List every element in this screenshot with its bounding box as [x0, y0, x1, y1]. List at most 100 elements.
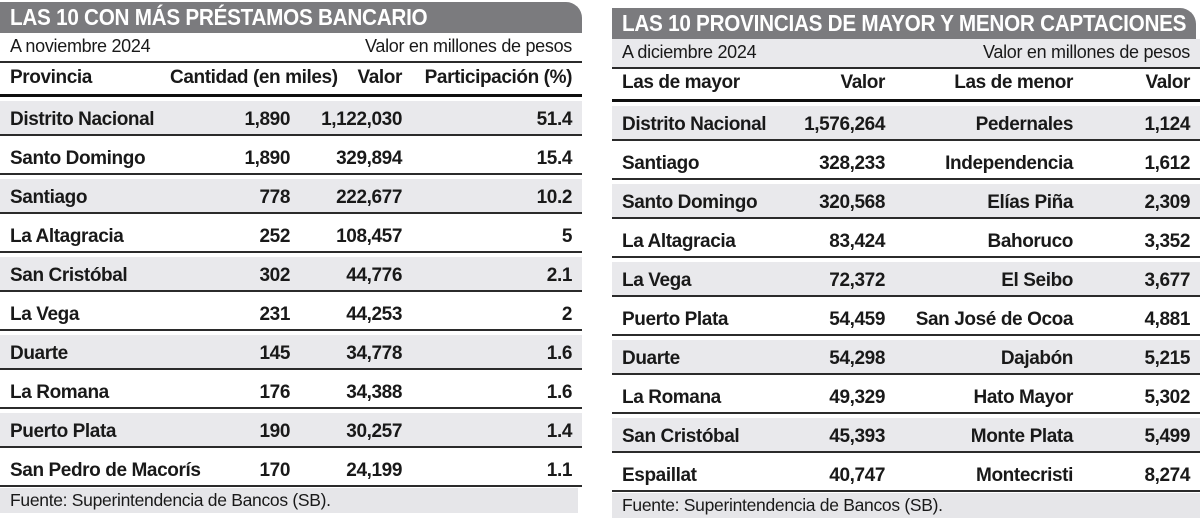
table-row: San Cristóbal 302 44,776 2.1	[0, 257, 582, 292]
table-cell: Santo Domingo	[622, 192, 758, 213]
table-cell: 778	[259, 187, 290, 208]
table-cell: 3,352	[1144, 231, 1190, 252]
table-row: Puerto Plata 54,459 San José de Ocoa 4,881	[612, 301, 1200, 336]
deposits-period: A diciembre 2024	[622, 42, 757, 62]
loans-unit-note: Valor en millones de pesos	[365, 36, 572, 56]
table-cell: 1.1	[546, 460, 573, 481]
table-cell: Independencia	[945, 153, 1073, 174]
table-row: La Vega 72,372 El Seibo 3,677	[612, 262, 1200, 297]
column-header-valor-menor: Valor	[1145, 72, 1191, 93]
table-cell: San Pedro de Macorís	[10, 460, 201, 481]
table-cell: Santo Domingo	[10, 148, 146, 169]
table-cell: 190	[259, 421, 290, 442]
table-cell: 2.1	[546, 265, 573, 286]
table-cell: El Seibo	[1001, 270, 1073, 291]
column-header-valor: Valor	[357, 67, 403, 88]
table-row: La Vega 231 44,253 2	[0, 296, 582, 331]
table-row: La Romana 176 34,388 1.6	[0, 374, 582, 409]
table-row: Espaillat 40,747 Montecristi 8,274	[612, 457, 1200, 492]
table-cell: 10.2	[536, 187, 573, 208]
table-cell: 1,576,264	[804, 114, 885, 135]
table-cell: San Cristóbal	[622, 426, 740, 447]
table-cell: 302	[259, 265, 290, 286]
table-cell: La Altagracia	[622, 231, 736, 252]
table-cell: Puerto Plata	[622, 309, 729, 330]
table-cell: Monte Plata	[970, 426, 1074, 447]
loans-period: A noviembre 2024	[10, 36, 151, 56]
table-cell: 8,274	[1144, 465, 1190, 486]
column-header-provincia: Provincia	[10, 67, 92, 88]
table-cell: 1,124	[1144, 114, 1190, 135]
table-cell: Espaillat	[622, 465, 697, 486]
table-cell: Montecristi	[976, 465, 1073, 486]
table-cell: 170	[259, 460, 290, 481]
table-row: Santo Domingo 320,568 Elías Piña 2,309	[612, 184, 1200, 219]
table-cell: 49,329	[829, 387, 885, 408]
table-cell: 328,233	[819, 153, 885, 174]
table-cell: 34,778	[346, 343, 402, 364]
table-cell: 54,298	[829, 348, 885, 369]
table-cell: 51.4	[536, 109, 573, 130]
table-row: Duarte 54,298 Dajabón 5,215	[612, 340, 1200, 375]
table-cell: 1,122,030	[321, 109, 402, 130]
table-cell: La Vega	[622, 270, 692, 291]
table-cell: Elías Piña	[987, 192, 1073, 213]
table-cell: Distrito Nacional	[10, 109, 155, 130]
loans-column-headers: Provincia Cantidad (en miles) Valor Part…	[0, 63, 582, 97]
loans-source: Fuente: Superintendencia de Bancos (SB).	[0, 488, 578, 513]
table-cell: 1,612	[1144, 153, 1190, 174]
table-row: Santo Domingo 1,890 329,894 15.4	[0, 140, 582, 175]
table-cell: 30,257	[346, 421, 402, 442]
column-header-las-de-menor: Las de menor	[954, 72, 1073, 93]
table-row: La Romana 49,329 Hato Mayor 5,302	[612, 379, 1200, 414]
table-cell: 1,890	[244, 109, 290, 130]
table-row: Distrito Nacional 1,890 1,122,030 51.4	[0, 101, 582, 136]
table-cell: 222,677	[336, 187, 402, 208]
table-cell: 54,459	[829, 309, 885, 330]
table-cell: La Romana	[10, 382, 109, 403]
table-cell: Puerto Plata	[10, 421, 117, 442]
table-cell: 1.6	[546, 382, 573, 403]
table-cell: 15.4	[536, 148, 573, 169]
loans-table: LAS 10 CON MÁS PRÉSTAMOS BANCARIO A novi…	[0, 0, 582, 518]
table-cell: 231	[259, 304, 290, 325]
table-cell: 40,747	[829, 465, 885, 486]
table-cell: Dajabón	[1000, 348, 1074, 369]
table-cell: Pedernales	[975, 114, 1074, 135]
loans-rows: Distrito Nacional 1,890 1,122,030 51.4 Santo…	[0, 97, 582, 487]
table-cell: 4,881	[1144, 309, 1190, 330]
table-cell: 2	[561, 304, 573, 325]
table-cell: Hato Mayor	[973, 387, 1074, 408]
table-cell: 1,890	[244, 148, 290, 169]
column-header-las-de-mayor: Las de mayor	[622, 72, 740, 93]
table-cell: 5,499	[1144, 426, 1190, 447]
table-cell: Duarte	[10, 343, 68, 364]
loans-date-row: A noviembre 2024 Valor en millones de pe…	[0, 33, 582, 63]
table-cell: 176	[259, 382, 290, 403]
deposits-rows: Distrito Nacional 1,576,264 Pedernales 1,12…	[612, 102, 1200, 492]
table-cell: La Altagracia	[10, 226, 124, 247]
deposits-title-bar: LAS 10 PROVINCIAS DE MAYOR Y MENOR CAPTA…	[612, 8, 1196, 39]
deposits-source: Fuente: Superintendencia de Bancos (SB).	[612, 493, 1200, 518]
deposits-table: LAS 10 PROVINCIAS DE MAYOR Y MENOR CAPTA…	[612, 0, 1200, 518]
table-cell: 24,199	[346, 460, 402, 481]
table-row: San Cristóbal 45,393 Monte Plata 5,499	[612, 418, 1200, 453]
table-cell: Duarte	[622, 348, 680, 369]
table-cell: Santiago	[10, 187, 88, 208]
table-cell: 329,894	[336, 148, 402, 169]
loans-title: LAS 10 CON MÁS PRÉSTAMOS BANCARIO	[10, 4, 428, 30]
table-cell: 1.4	[546, 421, 573, 442]
table-row: Santiago 778 222,677 10.2	[0, 179, 582, 214]
table-cell: La Vega	[10, 304, 80, 325]
table-cell: 5,215	[1144, 348, 1190, 369]
table-cell: 1.6	[546, 343, 573, 364]
table-cell: La Romana	[622, 387, 721, 408]
table-cell: 34,388	[346, 382, 402, 403]
deposits-unit-note: Valor en millones de pesos	[983, 42, 1190, 62]
table-cell: 5	[561, 226, 573, 247]
table-row: Santiago 328,233 Independencia 1,612	[612, 145, 1200, 180]
table-cell: 252	[259, 226, 290, 247]
loans-title-bar: LAS 10 CON MÁS PRÉSTAMOS BANCARIO	[0, 2, 582, 33]
table-cell: Distrito Nacional	[622, 114, 767, 135]
